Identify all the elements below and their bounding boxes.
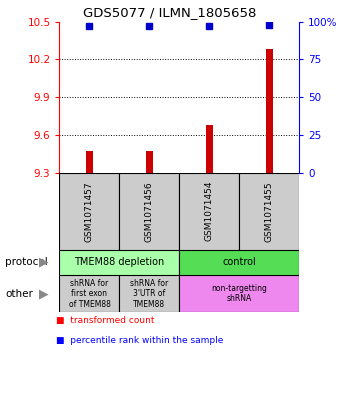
Bar [86, 151, 93, 173]
Text: GSM1071457: GSM1071457 [85, 181, 94, 242]
Bar [206, 125, 213, 173]
Text: control: control [222, 257, 256, 267]
Bar [180, 275, 299, 312]
Bar [180, 173, 239, 250]
Text: ■  transformed count: ■ transformed count [56, 316, 155, 325]
Bar [119, 173, 179, 250]
Text: protocol: protocol [5, 257, 48, 267]
Text: ▶: ▶ [39, 256, 49, 269]
Text: GSM1071454: GSM1071454 [205, 181, 214, 241]
Bar [59, 173, 119, 250]
Bar [59, 275, 119, 312]
Text: GDS5077 / ILMN_1805658: GDS5077 / ILMN_1805658 [83, 6, 257, 20]
Bar [146, 151, 153, 173]
Text: non-targetting
shRNA: non-targetting shRNA [211, 284, 267, 303]
Bar [119, 275, 179, 312]
Text: shRNA for
3'UTR of
TMEM88: shRNA for 3'UTR of TMEM88 [130, 279, 169, 309]
Bar [239, 173, 299, 250]
Bar [59, 250, 180, 275]
Bar [180, 250, 299, 275]
Text: other: other [5, 289, 33, 299]
Text: ▶: ▶ [39, 287, 49, 300]
Text: shRNA for
first exon
of TMEM88: shRNA for first exon of TMEM88 [69, 279, 110, 309]
Text: ■  percentile rank within the sample: ■ percentile rank within the sample [56, 336, 223, 345]
Bar [266, 50, 273, 173]
Text: GSM1071455: GSM1071455 [265, 181, 274, 242]
Text: TMEM88 depletion: TMEM88 depletion [74, 257, 165, 267]
Text: GSM1071456: GSM1071456 [145, 181, 154, 242]
